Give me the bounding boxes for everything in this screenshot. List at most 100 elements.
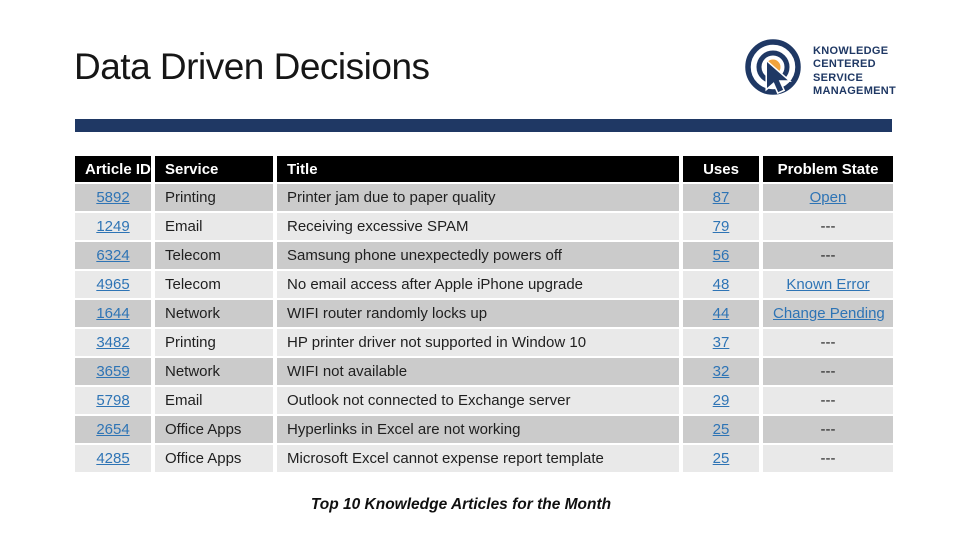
article-id-cell: 3482 bbox=[75, 328, 155, 358]
problem-state-cell: --- bbox=[761, 415, 893, 445]
problem-state-cell: Known Error bbox=[761, 270, 893, 300]
article-id-link[interactable]: 2654 bbox=[96, 421, 130, 438]
uses-link[interactable]: 25 bbox=[712, 450, 730, 467]
service-cell: Email bbox=[153, 386, 277, 416]
problem-state-cell: Open bbox=[761, 183, 893, 213]
kcs-logo-text: KNOWLEDGE CENTERED SERVICE MANAGEMENT bbox=[813, 45, 896, 99]
service-text: Email bbox=[165, 218, 203, 235]
uses-link[interactable]: 48 bbox=[712, 276, 730, 293]
title-text: No email access after Apple iPhone upgra… bbox=[287, 276, 584, 293]
table-row: 1644 Network WIFI router randomly locks up… bbox=[75, 299, 893, 329]
service-cell: Office Apps bbox=[153, 415, 277, 445]
title-cell: Samsung phone unexpectedly powers off bbox=[275, 241, 683, 271]
article-id-cell: 6324 bbox=[75, 241, 155, 271]
table-row: 4965 Telecom No email access after Apple i… bbox=[75, 270, 893, 300]
uses-cell: 87 bbox=[681, 183, 763, 213]
problem-state-cell: --- bbox=[761, 444, 893, 474]
service-cell: Printing bbox=[153, 183, 277, 213]
uses-link[interactable]: 32 bbox=[712, 363, 730, 380]
accent-bar bbox=[75, 119, 892, 132]
article-id-cell: 3659 bbox=[75, 357, 155, 387]
column-header-uses: Uses bbox=[681, 156, 763, 184]
problem-state-cell: --- bbox=[761, 241, 893, 271]
title-text: Receiving excessive SPAM bbox=[287, 218, 469, 235]
title-cell: Printer jam due to paper quality bbox=[275, 183, 683, 213]
problem-state-text: --- bbox=[820, 218, 836, 235]
logo-line-3: SERVICE bbox=[813, 71, 864, 84]
article-id-link[interactable]: 1249 bbox=[96, 218, 130, 235]
article-id-link[interactable]: 4965 bbox=[96, 276, 130, 293]
article-id-cell: 1249 bbox=[75, 212, 155, 242]
problem-state-text: --- bbox=[820, 450, 836, 467]
logo-line-1: KNOWLEDGE bbox=[813, 44, 889, 57]
article-id-cell: 4285 bbox=[75, 444, 155, 474]
article-id-link[interactable]: 5798 bbox=[96, 392, 130, 409]
uses-cell: 32 bbox=[681, 357, 763, 387]
problem-state-text: --- bbox=[820, 334, 836, 351]
service-cell: Email bbox=[153, 212, 277, 242]
title-text: Samsung phone unexpectedly powers off bbox=[287, 247, 562, 264]
problem-state-text: --- bbox=[820, 363, 836, 380]
title-cell: WIFI router randomly locks up bbox=[275, 299, 683, 329]
title-text: WIFI router randomly locks up bbox=[287, 305, 488, 322]
service-text: Office Apps bbox=[165, 450, 242, 467]
title-text: WIFI not available bbox=[287, 363, 408, 380]
service-text: Network bbox=[165, 363, 221, 380]
column-header-problem-state: Problem State bbox=[761, 156, 893, 184]
table-header-row: Article ID Service Title Uses Problem St… bbox=[75, 156, 893, 184]
title-text: Hyperlinks in Excel are not working bbox=[287, 421, 521, 438]
page-title: Data Driven Decisions bbox=[74, 46, 430, 87]
problem-state-link[interactable]: Open bbox=[809, 189, 847, 206]
service-text: Telecom bbox=[165, 247, 221, 264]
uses-cell: 56 bbox=[681, 241, 763, 271]
service-text: Telecom bbox=[165, 276, 221, 293]
uses-cell: 44 bbox=[681, 299, 763, 329]
uses-link[interactable]: 25 bbox=[712, 421, 730, 438]
table-row: 3659 Network WIFI not available 32 --- bbox=[75, 357, 893, 387]
uses-cell: 25 bbox=[681, 415, 763, 445]
uses-link[interactable]: 37 bbox=[712, 334, 730, 351]
column-header-title: Title bbox=[275, 156, 683, 184]
uses-cell: 25 bbox=[681, 444, 763, 474]
problem-state-cell: --- bbox=[761, 357, 893, 387]
article-id-link[interactable]: 3482 bbox=[96, 334, 130, 351]
table-row: 4285 Office Apps Microsoft Excel cannot ex… bbox=[75, 444, 893, 474]
service-text: Network bbox=[165, 305, 221, 322]
title-text: Printer jam due to paper quality bbox=[287, 189, 496, 206]
title-cell: No email access after Apple iPhone upgra… bbox=[275, 270, 683, 300]
article-id-cell: 5892 bbox=[75, 183, 155, 213]
article-id-link[interactable]: 5892 bbox=[96, 189, 130, 206]
problem-state-cell: Change Pending bbox=[761, 299, 893, 329]
article-id-cell: 1644 bbox=[75, 299, 155, 329]
title-text: Microsoft Excel cannot expense report te… bbox=[287, 450, 604, 467]
bullseye-cursor-icon bbox=[744, 36, 806, 107]
problem-state-link[interactable]: Known Error bbox=[786, 276, 870, 293]
article-id-cell: 5798 bbox=[75, 386, 155, 416]
table-row: 3482 Printing HP printer driver not suppor… bbox=[75, 328, 893, 358]
uses-cell: 37 bbox=[681, 328, 763, 358]
column-header-article-id: Article ID bbox=[75, 156, 155, 184]
problem-state-link[interactable]: Change Pending bbox=[773, 305, 885, 322]
logo-line-2: CENTERED bbox=[813, 58, 876, 70]
uses-link[interactable]: 56 bbox=[712, 247, 730, 264]
service-text: Printing bbox=[165, 334, 216, 351]
articles-table: Article ID Service Title Uses Problem St… bbox=[75, 156, 893, 474]
problem-state-cell: --- bbox=[761, 212, 893, 242]
uses-link[interactable]: 87 bbox=[712, 189, 730, 206]
problem-state-cell: --- bbox=[761, 386, 893, 416]
article-id-link[interactable]: 4285 bbox=[96, 450, 130, 467]
uses-link[interactable]: 79 bbox=[712, 218, 730, 235]
logo-line-4: MANAGEMENT bbox=[813, 85, 897, 97]
article-id-link[interactable]: 3659 bbox=[96, 363, 130, 380]
title-text: HP printer driver not supported in Windo… bbox=[287, 334, 587, 351]
service-text: Printing bbox=[165, 189, 216, 206]
table-row: 6324 Telecom Samsung phone unexpectedly po… bbox=[75, 241, 893, 271]
article-id-link[interactable]: 1644 bbox=[96, 305, 130, 322]
article-id-link[interactable]: 6324 bbox=[96, 247, 130, 264]
uses-link[interactable]: 44 bbox=[712, 305, 730, 322]
articles-table-body: 5892 Printing Printer jam due to paper qua… bbox=[75, 183, 893, 474]
title-cell: Hyperlinks in Excel are not working bbox=[275, 415, 683, 445]
service-cell: Telecom bbox=[153, 270, 277, 300]
uses-link[interactable]: 29 bbox=[712, 392, 730, 409]
table-row: 1249 Email Receiving excessive SPAM 79 --- bbox=[75, 212, 893, 242]
